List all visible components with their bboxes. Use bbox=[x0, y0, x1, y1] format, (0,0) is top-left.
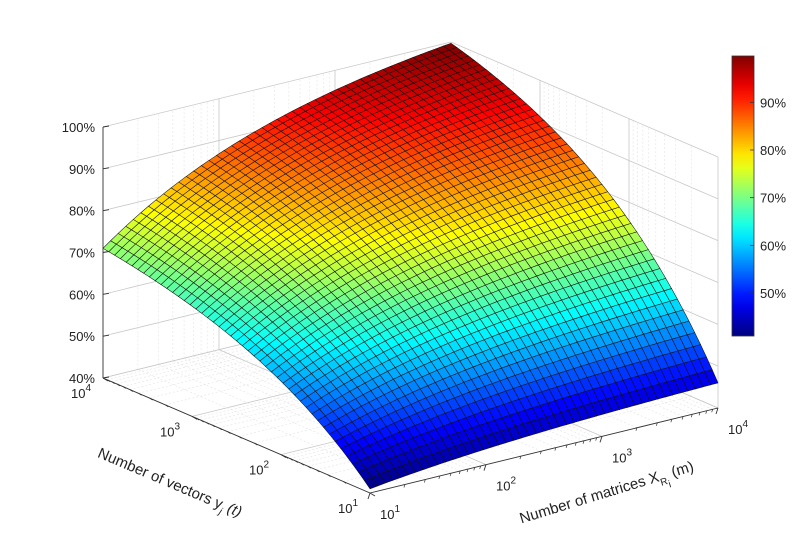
y-minor-tick bbox=[254, 442, 258, 446]
z-tick-mark bbox=[102, 167, 110, 170]
colorbar-tick-label: 70% bbox=[760, 191, 786, 206]
axis-line bbox=[102, 377, 371, 494]
y-minor-tick bbox=[211, 424, 215, 428]
x-minor-tick bbox=[519, 456, 522, 460]
y-minor-tick bbox=[218, 427, 222, 431]
y-minor-tick bbox=[200, 419, 204, 423]
x-minor-tick bbox=[670, 419, 673, 423]
y-minor-tick bbox=[307, 465, 311, 469]
y-minor-tick bbox=[343, 481, 347, 484]
x-minor-tick bbox=[458, 470, 461, 475]
z-tick-mark bbox=[102, 292, 110, 295]
x-tick-label: 101 bbox=[380, 504, 400, 522]
x-tick-mark bbox=[483, 464, 487, 471]
grid-line bbox=[102, 41, 452, 128]
x-minor-tick bbox=[574, 442, 577, 446]
y-axis-label: Number of vectors yj (t) bbox=[94, 445, 245, 525]
y-minor-tick bbox=[149, 397, 153, 401]
y-minor-tick bbox=[294, 460, 298, 463]
x-minor-tick bbox=[403, 484, 406, 488]
y-tick-label: 103 bbox=[160, 421, 180, 439]
surface-mesh bbox=[102, 42, 719, 490]
x-minor-tick bbox=[540, 451, 542, 455]
z-tick-mark bbox=[102, 334, 110, 337]
x-minor-tick bbox=[479, 465, 482, 470]
x-minor-tick bbox=[635, 427, 638, 431]
colorbar-tick-label: 80% bbox=[760, 143, 786, 158]
y-minor-tick bbox=[195, 417, 200, 421]
grid-line bbox=[450, 41, 719, 158]
y-minor-tick bbox=[327, 474, 331, 478]
x-minor-tick bbox=[681, 416, 684, 420]
x-tick-mark bbox=[599, 436, 603, 443]
y-tick-label: 104 bbox=[71, 383, 91, 401]
y-tick-label: 101 bbox=[338, 498, 358, 516]
x-tick-mark bbox=[715, 407, 719, 415]
x-minor-tick bbox=[589, 438, 592, 443]
z-tick-label: 60% bbox=[69, 287, 95, 302]
x-axis-label: Number of matrices XRi (m) bbox=[518, 458, 699, 535]
y-minor-tick bbox=[316, 469, 320, 473]
x-minor-tick bbox=[656, 422, 658, 426]
x-minor-tick bbox=[466, 468, 469, 473]
y-tick-mark bbox=[191, 415, 198, 420]
z-tick-label: 90% bbox=[69, 162, 95, 177]
z-tick-mark bbox=[102, 376, 110, 379]
z-tick-labels: 40% 50% 60% 70% 80% 90% 100% bbox=[62, 120, 110, 386]
axis-line bbox=[369, 407, 719, 494]
colorbar-tick-label: 90% bbox=[760, 95, 786, 110]
x-minor-tick bbox=[565, 444, 568, 448]
y-tick-labels: 101 102 103 104 bbox=[71, 377, 376, 516]
z-tick-label: 100% bbox=[62, 120, 96, 135]
z-tick-label: 40% bbox=[69, 371, 95, 386]
y-minor-tick bbox=[111, 381, 115, 385]
x-minor-tick bbox=[473, 467, 476, 471]
x-minor-tick bbox=[582, 440, 585, 444]
x-minor-tick bbox=[424, 479, 426, 483]
y-minor-tick bbox=[227, 431, 231, 434]
x-tick-label: 104 bbox=[728, 419, 748, 437]
x-minor-tick bbox=[438, 475, 441, 480]
z-tick-label: 50% bbox=[69, 329, 95, 344]
y-minor-tick bbox=[129, 389, 133, 392]
x-tick-labels: 101 102 103 104 bbox=[367, 407, 748, 522]
z-tick-label: 80% bbox=[69, 204, 95, 219]
colorbar-tick-label: 50% bbox=[760, 286, 786, 301]
y-minor-tick bbox=[300, 462, 304, 466]
x-minor-tick bbox=[705, 410, 708, 414]
y-minor-tick bbox=[106, 379, 111, 383]
surface-cell bbox=[363, 476, 378, 490]
y-minor-tick bbox=[165, 404, 169, 408]
x-minor-tick bbox=[711, 409, 714, 413]
y-minor-tick bbox=[284, 456, 289, 459]
x-minor-tick bbox=[690, 414, 693, 418]
x-minor-tick bbox=[698, 412, 701, 416]
z-tick-mark bbox=[102, 125, 110, 128]
x-tick-label: 102 bbox=[496, 476, 516, 494]
y-minor-tick bbox=[122, 386, 126, 389]
y-tick-label: 102 bbox=[249, 460, 269, 478]
colorbar-gradient bbox=[731, 55, 755, 337]
y-minor-tick bbox=[116, 383, 120, 387]
z-tick-label: 70% bbox=[69, 246, 95, 261]
x-minor-tick bbox=[449, 473, 452, 477]
y-minor-tick bbox=[205, 421, 209, 425]
x-minor-tick bbox=[554, 447, 557, 451]
y-minor-tick bbox=[289, 458, 293, 461]
x-minor-tick bbox=[595, 437, 598, 441]
y-tick-mark bbox=[369, 492, 376, 497]
y-tick-mark bbox=[280, 454, 287, 459]
y-minor-tick bbox=[238, 436, 242, 439]
z-tick-mark bbox=[102, 251, 110, 253]
x-tick-label: 103 bbox=[612, 447, 632, 465]
colorbar-tick-label: 60% bbox=[760, 238, 786, 253]
y-minor-tick bbox=[138, 392, 142, 396]
colorbar: 50% 60% 70% 80% 90% bbox=[731, 55, 786, 337]
x-tick-mark bbox=[367, 492, 371, 500]
y-tick-mark bbox=[102, 377, 109, 382]
z-tick-mark bbox=[102, 209, 110, 212]
